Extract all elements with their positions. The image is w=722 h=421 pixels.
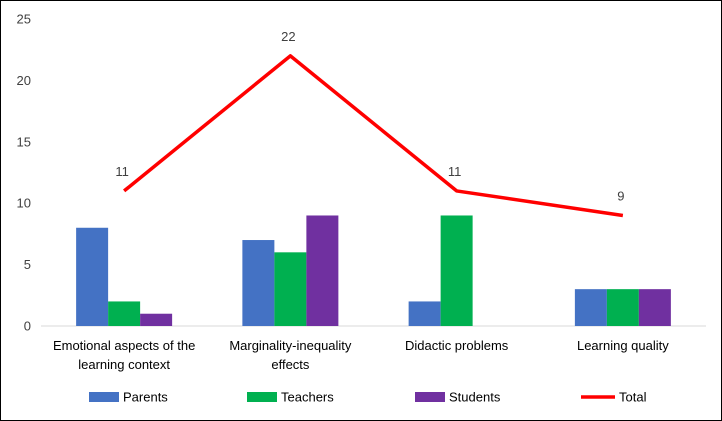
x-tick-label: Marginality-inequality bbox=[229, 338, 352, 353]
legend-label-students: Students bbox=[449, 390, 501, 405]
x-tick-label: Learning quality bbox=[577, 338, 669, 353]
legend-label-total: Total bbox=[619, 390, 647, 405]
data-label-total: 22 bbox=[281, 29, 295, 44]
data-label-total: 11 bbox=[115, 164, 129, 179]
bar-teachers-3 bbox=[606, 289, 639, 326]
y-tick-label: 25 bbox=[17, 12, 31, 27]
legend-swatch-teachers bbox=[247, 392, 277, 402]
bar-parents-3 bbox=[574, 289, 607, 326]
legend-label-parents: Parents bbox=[123, 390, 168, 405]
bar-teachers-1 bbox=[274, 252, 307, 326]
bar-parents-1 bbox=[242, 240, 275, 326]
bar-teachers-0 bbox=[108, 301, 141, 326]
y-tick-label: 20 bbox=[17, 73, 31, 88]
x-tick-label: learning context bbox=[78, 357, 170, 372]
bar-students-1 bbox=[306, 215, 339, 326]
legend-label-teachers: Teachers bbox=[281, 390, 334, 405]
x-tick-label: Emotional aspects of the bbox=[53, 338, 195, 353]
bar-teachers-2 bbox=[440, 215, 473, 326]
data-label-total: 11 bbox=[448, 164, 462, 179]
bar-parents-0 bbox=[76, 227, 109, 326]
x-tick-label: effects bbox=[271, 357, 310, 372]
legend-swatch-students bbox=[415, 392, 445, 402]
data-label-total: 9 bbox=[617, 188, 624, 203]
line-total bbox=[123, 54, 624, 218]
y-tick-label: 10 bbox=[17, 196, 31, 211]
bar-students-0 bbox=[140, 313, 173, 326]
bar-students-3 bbox=[638, 289, 671, 326]
legend-swatch-parents bbox=[89, 392, 119, 402]
x-tick-label: Didactic problems bbox=[405, 338, 509, 353]
y-tick-label: 15 bbox=[17, 134, 31, 149]
y-tick-label: 0 bbox=[24, 319, 31, 334]
bar-parents-2 bbox=[408, 301, 441, 326]
y-tick-label: 5 bbox=[24, 257, 31, 272]
